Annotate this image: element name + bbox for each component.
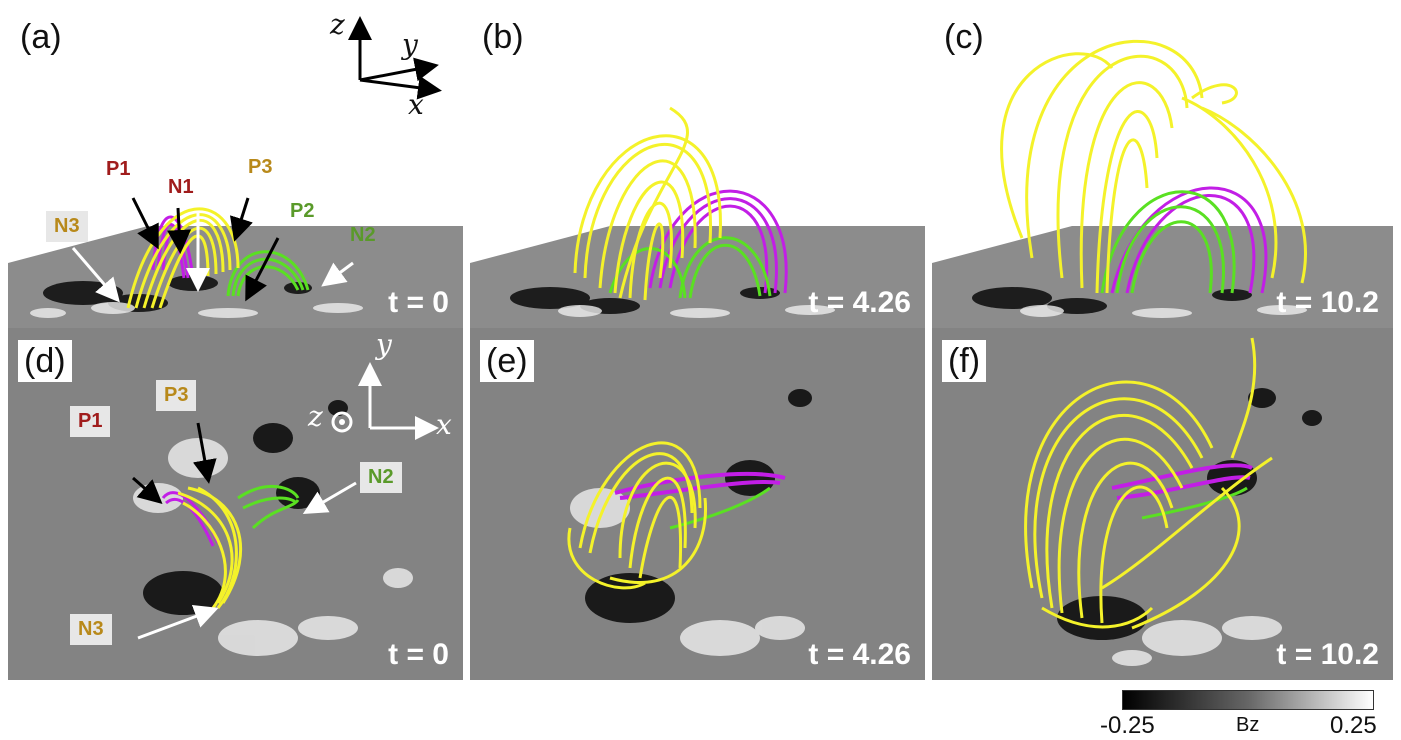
label-n3-top: N3 bbox=[70, 614, 112, 645]
panel-e-label: (e) bbox=[480, 340, 534, 382]
colorbar-max-label: 0.25 bbox=[1330, 712, 1377, 739]
panel-d-label: (d) bbox=[18, 340, 72, 382]
panel-d-time: t = 0 bbox=[388, 638, 449, 671]
panel-c-label: (c) bbox=[944, 18, 984, 56]
panel-c: (c) t = 10.2 bbox=[932, 8, 1393, 328]
label-p3: P3 bbox=[248, 156, 273, 178]
panel-f-time: t = 10.2 bbox=[1276, 638, 1379, 671]
panel-e: (e) t = 4.26 bbox=[470, 328, 925, 680]
label-n3: N3 bbox=[46, 211, 88, 242]
panel-a: (a) z y x P1 N1 P3 P2 N2 N3 t = 0 bbox=[8, 8, 463, 328]
panel-c-image bbox=[932, 39, 1393, 328]
axis-y-label: y bbox=[402, 28, 418, 61]
panel-b-label: (b) bbox=[482, 18, 524, 56]
colorbar-min-label: -0.25 bbox=[1100, 712, 1155, 739]
panel-f-label: (f) bbox=[942, 340, 987, 382]
label-n1: N1 bbox=[168, 176, 194, 198]
panel-a-label: (a) bbox=[20, 18, 62, 56]
panel-f: (f) t = 10.2 bbox=[932, 328, 1393, 680]
axis-y-label-2d: y bbox=[376, 328, 392, 361]
axis-z-label-2d: z bbox=[308, 400, 323, 433]
label-p1: P1 bbox=[106, 158, 131, 180]
label-n2-top: N2 bbox=[360, 462, 402, 493]
panel-e-time: t = 4.26 bbox=[808, 638, 911, 671]
panel-b-image bbox=[470, 106, 925, 328]
colorbar-title: Bz bbox=[1236, 714, 1260, 736]
panel-d: (d) y z x P1 P3 N2 N3 t = 0 bbox=[8, 328, 463, 680]
panel-a-image bbox=[8, 16, 463, 328]
panel-a-time: t = 0 bbox=[388, 286, 449, 319]
bz-colorbar bbox=[1122, 690, 1374, 710]
axis-x-label-2d: x bbox=[436, 408, 452, 441]
label-p3-top: P3 bbox=[156, 380, 197, 411]
panel-e-image bbox=[567, 389, 812, 656]
axis-z-label: z bbox=[330, 8, 345, 41]
label-p2: P2 bbox=[290, 200, 315, 222]
label-n2: N2 bbox=[350, 224, 376, 246]
panel-c-time: t = 10.2 bbox=[1276, 286, 1379, 319]
panel-b: (b) t = 4.26 bbox=[470, 8, 925, 328]
panel-f-image bbox=[1024, 337, 1322, 666]
label-p1-top: P1 bbox=[70, 406, 111, 437]
axis-x-label: x bbox=[408, 88, 424, 121]
panel-b-time: t = 4.26 bbox=[808, 286, 911, 319]
panel-d-image bbox=[132, 362, 439, 656]
